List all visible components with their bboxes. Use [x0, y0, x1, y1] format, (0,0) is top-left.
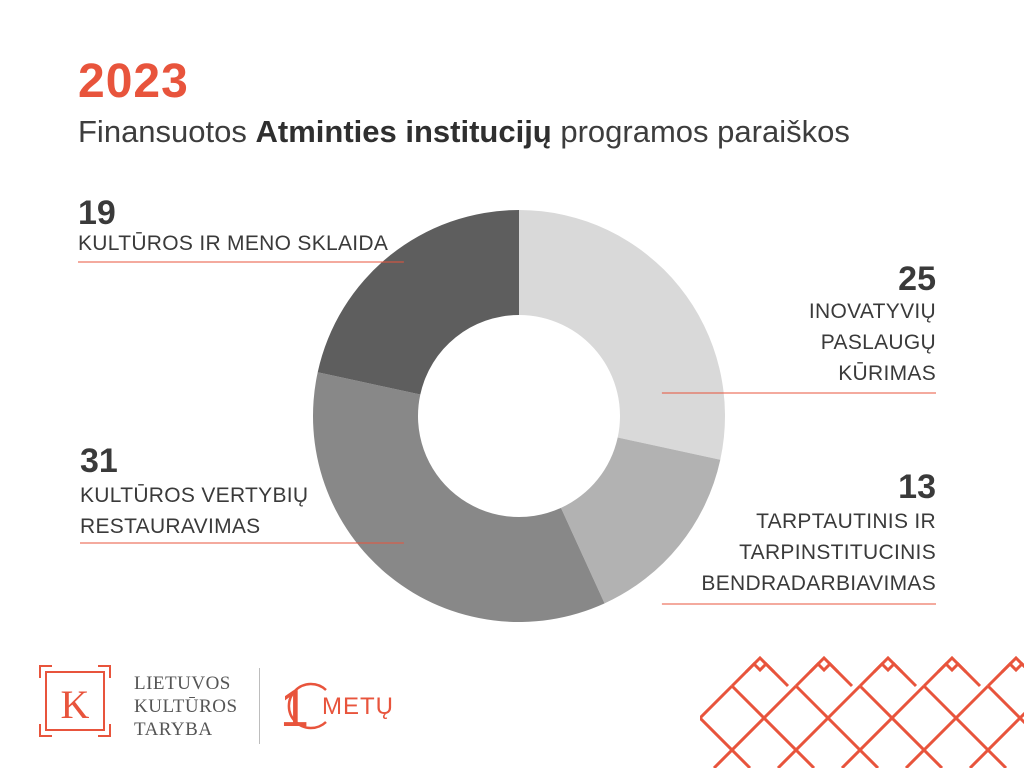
ornament-stroke [744, 661, 776, 674]
anniversary-mark: 1 [280, 680, 327, 736]
ornament-stroke [922, 655, 982, 688]
ornament-stroke [986, 655, 1024, 688]
donut-slice [519, 210, 725, 460]
donut-slice [312, 372, 605, 623]
ornament-stroke [968, 711, 1024, 768]
ornament-stroke [904, 684, 990, 768]
ornament-stroke [936, 661, 968, 674]
value-label-inovatyviu: 25 [898, 260, 936, 298]
category-label-tarptautinis: TARPTAUTINIS IR TARPINSTITUCINIS BENDRAD… [701, 510, 936, 595]
ornament-stroke [858, 655, 918, 688]
subtitle-suffix: programos paraiškos [551, 114, 850, 149]
subtitle-emphasis: Atminties institucijų [255, 114, 552, 149]
folk-ornament-icon [700, 655, 1024, 768]
ornament-stroke [794, 655, 854, 688]
value-label-vertybiu: 31 [80, 442, 118, 480]
year-heading: 2023 [78, 55, 189, 108]
logo-wordmark: LIETUVOS KULTŪROS TARYBA [134, 673, 238, 740]
ornament-stroke [730, 684, 816, 768]
chart-subtitle: Finansuotos Atminties institucijų progra… [78, 114, 850, 150]
ornament-stroke [700, 684, 734, 721]
ornament-stroke [858, 684, 944, 768]
category-label-inovatyviu: INOVATYVIŲ PASLAUGŲ KŪRIMAS [808, 300, 936, 385]
ornament-stroke [1000, 661, 1024, 674]
ornament-stroke [712, 684, 798, 768]
donut-slices [312, 210, 725, 623]
kulturos-taryba-logo: K [39, 665, 111, 737]
ornament-stroke [794, 684, 880, 768]
anniversary-text: METŲ [322, 693, 394, 720]
donut-chart [78, 210, 936, 623]
ornament-stroke [872, 661, 904, 674]
ornament-stroke [700, 715, 752, 768]
leader-lines [78, 261, 936, 605]
category-label-vertybiu: KULTŪROS VERTYBIŲ RESTAURAVIMAS [80, 484, 309, 538]
category-label-sklaida: KULTŪROS IR MENO SKLAIDA [78, 232, 389, 255]
ornament-stroke [808, 661, 840, 674]
ornament-stroke [730, 655, 790, 688]
logo-letter: K [61, 682, 90, 727]
value-label-sklaida: 19 [78, 194, 116, 232]
ornament-stroke [776, 684, 862, 768]
donut-slice [317, 210, 519, 395]
footer-divider [259, 668, 260, 744]
ornament-stroke [840, 684, 926, 768]
ornament-stroke [986, 684, 1024, 725]
subtitle-prefix: Finansuotos [78, 114, 256, 149]
ornament-stroke [922, 684, 1008, 768]
anniversary-ring-icon [287, 682, 327, 730]
donut-slice [560, 437, 721, 604]
value-label-tarptautinis: 13 [898, 468, 936, 506]
